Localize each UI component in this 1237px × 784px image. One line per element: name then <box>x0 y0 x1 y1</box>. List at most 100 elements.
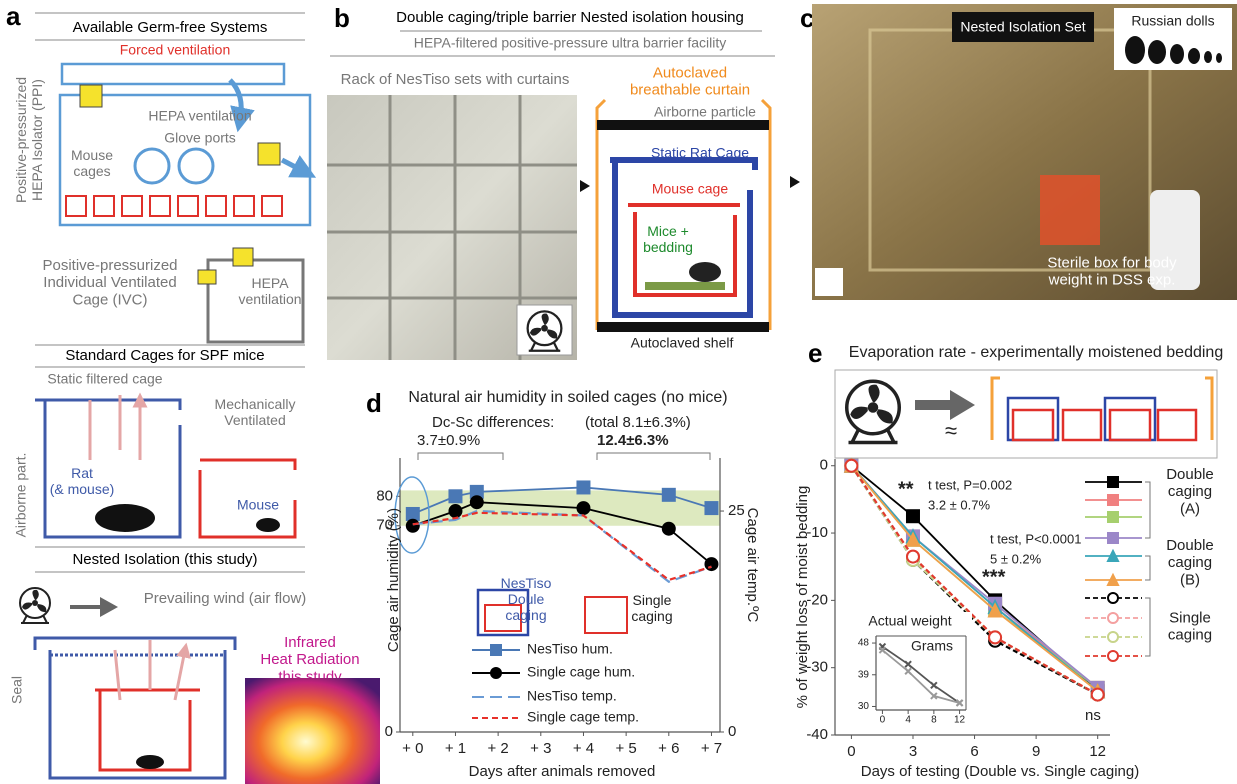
legend-label: NesTiso temp. <box>527 688 617 704</box>
wind-label: Prevailing wind (air flow) <box>144 590 307 607</box>
thermal-image <box>245 678 380 784</box>
section-title: Nested Isolation (this study) <box>72 551 257 568</box>
inset-title: Actual weight <box>868 613 951 629</box>
x-tick-label: 12 <box>1089 743 1106 760</box>
x-tick-label: 3 <box>909 743 917 760</box>
section-title: Available Germ-free Systems <box>73 19 268 36</box>
hepa-filter <box>258 143 280 165</box>
wind-symbol: ≈ <box>945 418 957 443</box>
hepa-label: HEPA ventilation <box>148 108 251 124</box>
x-tick-label: 9 <box>1032 743 1040 760</box>
panel-c: c Nested Isolation Set Russian dolls Ste… <box>800 3 1237 300</box>
y-tick-label: 80 <box>376 487 393 504</box>
bracket <box>418 453 503 460</box>
arrow <box>790 176 800 188</box>
x-tick-label: 12 <box>954 715 966 726</box>
x-tick-label: + 1 <box>445 740 466 757</box>
panel-a: a Available Germ-free Systems Forced ven… <box>6 1 380 784</box>
mouse-icon <box>136 755 164 769</box>
y2-tick-label: 0 <box>728 723 736 740</box>
airflow-arrow <box>282 160 305 172</box>
fan-icon <box>20 588 50 623</box>
mouse-badge <box>815 268 843 296</box>
set-label: Nested Isolation Set <box>960 19 1085 35</box>
x-tick-label: + 6 <box>658 740 679 757</box>
point <box>1108 651 1118 661</box>
airborne-label: Airborne part. <box>13 453 29 538</box>
wind-arrow <box>915 390 975 420</box>
point <box>663 523 675 535</box>
outer-cage <box>35 638 235 778</box>
y-axis-label: Cage air humidity (%) <box>385 508 402 652</box>
bottom-shelf <box>597 322 769 332</box>
panel-e-diagram: ≈ <box>835 370 1217 458</box>
point <box>1108 533 1118 543</box>
point <box>1108 495 1118 505</box>
annotation: *** <box>982 566 1006 588</box>
x-tick-label: + 0 <box>402 740 423 757</box>
point <box>407 508 419 520</box>
annotation: Dc-Sc differences: <box>432 414 554 431</box>
glove-port <box>135 149 169 183</box>
x-tick-label: + 5 <box>615 740 636 757</box>
point <box>907 510 919 522</box>
point <box>705 502 717 514</box>
y-tick-label: 39 <box>858 669 870 680</box>
x-tick-label: + 4 <box>573 740 594 757</box>
point <box>989 631 1001 643</box>
point <box>1108 477 1118 487</box>
cages <box>1008 398 1196 440</box>
rack-label: Rack of NesTiso sets with curtains <box>341 71 570 88</box>
annotation: ** <box>898 478 914 500</box>
point <box>407 520 419 532</box>
cage-row <box>66 196 282 216</box>
annotation: t test, P<0.0001 <box>990 531 1081 546</box>
rat-icon <box>95 504 155 532</box>
legend-bracket <box>1145 598 1150 656</box>
panel-label: e <box>808 338 822 368</box>
y-tick-label: 0 <box>385 723 393 740</box>
chart-title: Natural air humidity in soiled cages (no… <box>408 389 727 406</box>
rat-label: Rat(& mouse) <box>50 465 115 497</box>
point <box>845 460 857 472</box>
legend-label: NesTiso hum. <box>527 641 613 657</box>
box-icon <box>585 597 627 633</box>
bedding <box>645 282 725 290</box>
point <box>1092 689 1104 701</box>
point <box>1108 632 1118 642</box>
x-tick-label: + 2 <box>487 740 508 757</box>
seal-label: Seal <box>9 676 25 704</box>
x-tick-label: + 3 <box>530 740 551 757</box>
point <box>491 645 501 655</box>
y2-axis-label: Cage air temp.ºC <box>744 508 761 623</box>
point <box>1108 613 1118 623</box>
mouse-icon <box>256 518 280 532</box>
x-axis-label: Days of testing (Double vs. Single cagin… <box>861 763 1139 780</box>
sterile-box <box>1040 175 1100 245</box>
section-subtitle: HEPA-filtered positive-pressure ultra ba… <box>414 35 727 51</box>
point <box>449 490 461 502</box>
annotation: (total 8.1±6.3%) <box>585 414 691 431</box>
heat-arrow <box>90 395 140 460</box>
y-tick-label: 30 <box>858 701 870 712</box>
glove-label: Glove ports <box>164 130 236 146</box>
panel-label: d <box>366 388 382 418</box>
point <box>471 496 483 508</box>
point <box>1108 551 1118 561</box>
y-tick-label: -40 <box>806 726 828 743</box>
point <box>577 502 589 514</box>
shelf-label: Autoclaved shelf <box>631 335 734 351</box>
point <box>449 505 461 517</box>
section-title: Double caging/triple barrier Nested isol… <box>396 9 744 26</box>
curtain-label: Autoclavedbreathable curtain <box>630 64 750 98</box>
legend-bracket <box>1145 482 1150 538</box>
panel-label: b <box>334 3 350 33</box>
panel-b: b Double caging/triple barrier Nested is… <box>327 3 800 360</box>
annotation: ns <box>1085 707 1101 724</box>
ppi-label: Positive-pressurizedHEPA Isolator (PPI) <box>13 77 45 203</box>
